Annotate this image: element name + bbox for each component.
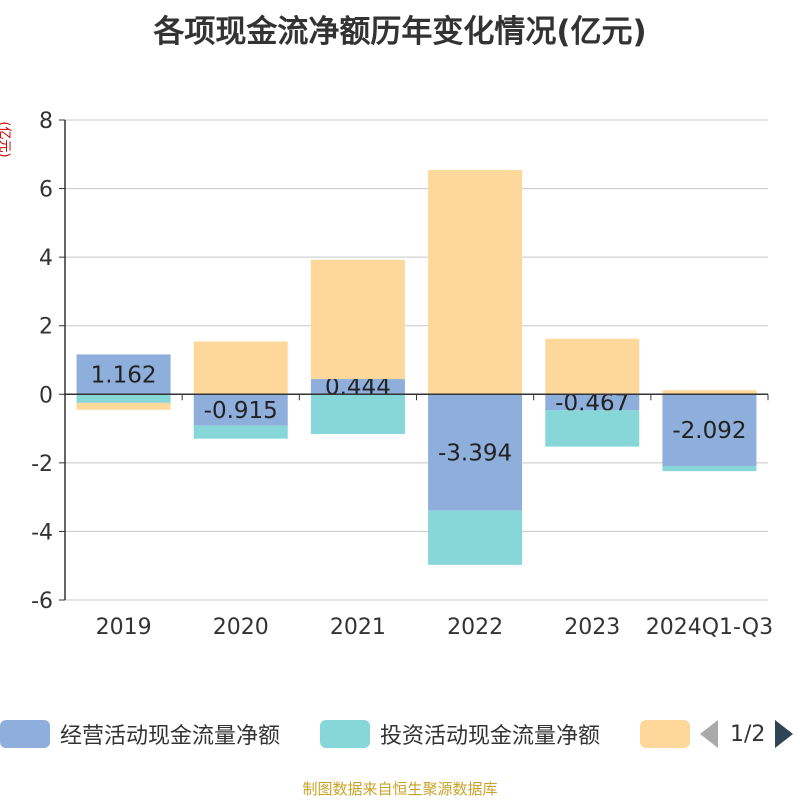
chart-title: 各项现金流净额历年变化情况(亿元) [153, 14, 647, 50]
chart-svg: -6-4-2024681.162-0.9150.444-3.394-0.467-… [31, 109, 773, 640]
data-label-2019: 1.162 [91, 362, 157, 388]
bar-series1-2024Q1-Q3 [662, 466, 757, 472]
x-tick-label: 2021 [330, 615, 386, 640]
legend-item-operating[interactable]: 经营活动现金流量净额 [0, 712, 280, 756]
x-tick-label: 2022 [447, 615, 503, 640]
x-tick-label: 2019 [96, 615, 152, 640]
bar-series1-2019 [76, 394, 171, 403]
bar-series2-2022 [428, 170, 523, 395]
y-tick-label: 2 [39, 315, 53, 340]
prev-page-icon[interactable] [700, 720, 718, 748]
legend-pager: 1/2 [700, 712, 794, 756]
bar-series0-2019 [76, 354, 171, 395]
bar-series1-2020 [193, 425, 288, 439]
y-tick-label: 8 [39, 109, 53, 134]
data-label-2020: -0.915 [204, 398, 278, 424]
bar-series1-2021 [310, 394, 405, 435]
bar-series1-2023 [545, 410, 640, 447]
y-tick-label: -4 [31, 520, 53, 545]
x-tick-label: 2024Q1-Q3 [646, 615, 773, 640]
bar-series0-2022 [428, 394, 523, 511]
bar-series1-2022 [428, 510, 523, 565]
legend-page-indicator: 1/2 [730, 721, 766, 747]
next-page-icon[interactable] [775, 720, 794, 748]
y-tick-label: -2 [31, 452, 53, 477]
data-label-2024Q1-Q3: -2.092 [672, 418, 746, 444]
bar-series0-2020 [193, 394, 288, 426]
bar-series0-2021 [310, 379, 405, 395]
x-tick-label: 2020 [213, 615, 269, 640]
bar-series2-2023 [545, 338, 640, 395]
bar-series2-2024Q1-Q3 [662, 390, 757, 395]
x-tick-label: 2023 [564, 615, 620, 640]
bar-series0-2023 [545, 394, 640, 411]
bar-series2-2020 [193, 341, 288, 395]
bar-series0-2024Q1-Q3 [662, 394, 757, 467]
legend-swatch-third [640, 720, 690, 748]
legend-label-investing: 投资活动现金流量净额 [380, 724, 601, 749]
legend-item-investing[interactable]: 投资活动现金流量净额 [320, 712, 600, 756]
y-tick-label: 0 [39, 383, 53, 408]
legend-swatch-operating [0, 720, 50, 748]
legend-label-operating: 经营活动现金流量净额 [60, 724, 281, 749]
y-tick-label: 4 [39, 246, 53, 271]
y-tick-label: 6 [39, 178, 53, 203]
legend-item-third[interactable] [640, 712, 700, 756]
legend: 经营活动现金流量净额 投资活动现金流量净额 1/2 [0, 712, 800, 756]
data-label-2022: -3.394 [438, 440, 512, 466]
bar-series2-2021 [310, 259, 405, 380]
bar-series2-2019 [76, 402, 171, 410]
legend-swatch-investing [320, 720, 370, 748]
data-source-note: 制图数据来自恒生聚源数据库 [302, 780, 498, 798]
y-tick-label: -6 [31, 589, 53, 614]
